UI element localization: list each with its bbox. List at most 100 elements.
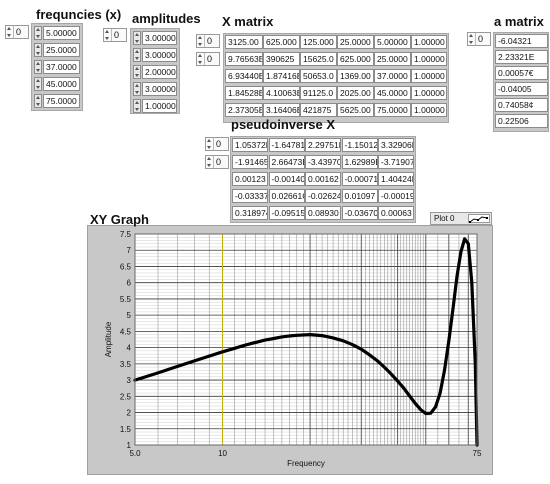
x-matrix-cell[interactable]: 91125.0 [300, 86, 337, 100]
x-matrix-cell[interactable]: 15625.0 [300, 52, 337, 66]
amplitude-element[interactable]: 3.00000 [142, 48, 177, 62]
x-matrix-cell[interactable]: 390625 [263, 52, 300, 66]
a-matrix-cell[interactable]: 0.74058¢ [495, 98, 548, 112]
pseudoinverse-row-index[interactable]: 0 [205, 137, 229, 151]
pseudoinverse-cell[interactable]: 0.08930 [305, 206, 341, 220]
x-matrix-col-index[interactable]: 0 [196, 52, 220, 66]
index-spinner-icon[interactable] [6, 26, 14, 38]
pseudoinverse-cell[interactable]: 2.29751E [305, 138, 341, 152]
frequency-element-spinner-icon[interactable] [34, 60, 42, 74]
pseudoinverse-cell[interactable]: -1.15012 [341, 138, 378, 152]
x-matrix-cell[interactable]: 1.87416E [263, 69, 300, 83]
frequency-element-spinner-icon[interactable] [34, 43, 42, 57]
data-point [176, 365, 179, 368]
amplitude-element[interactable]: 1.00000 [142, 99, 177, 113]
x-matrix-cell[interactable]: 421875 [300, 103, 337, 117]
pseudoinverse-cell[interactable]: 0.00162 [305, 172, 341, 186]
amplitudes-index-control[interactable]: 0 [103, 28, 127, 42]
pseudoinverse-cell[interactable]: -1.91465 [232, 155, 268, 169]
plot-legend[interactable]: Plot 0 [430, 212, 492, 225]
x-matrix-cell[interactable]: 75.0000 [374, 103, 411, 117]
index-spinner-icon[interactable] [104, 29, 112, 41]
x-matrix-cell[interactable]: 4.10063E [263, 86, 300, 100]
index-spinner-icon[interactable] [468, 33, 476, 45]
pseudoinverse-cell[interactable]: -3.43970 [305, 155, 341, 169]
x-matrix-cell[interactable]: 5625.00 [337, 103, 374, 117]
pseudoinverse-cell[interactable]: 0.318974 [232, 206, 268, 220]
x-matrix-cell[interactable]: 1.00000 [411, 35, 447, 49]
pseudoinverse-cell[interactable]: -0.02624 [305, 189, 341, 203]
pseudoinverse-col-index[interactable]: 0 [205, 155, 229, 169]
pseudoinverse-cell[interactable]: -1.64781 [268, 138, 305, 152]
frequency-element-spinner-icon[interactable] [34, 77, 42, 91]
x-matrix-cell[interactable]: 2.37305E [225, 103, 263, 117]
x-matrix-cell[interactable]: 5.00000 [374, 35, 411, 49]
index-spinner-icon[interactable] [206, 156, 214, 168]
x-matrix-cell[interactable]: 1369.00 [337, 69, 374, 83]
pseudoinverse-cell[interactable]: -0.00019 [378, 189, 414, 203]
pseudoinverse-cell[interactable]: -0.00071 [341, 172, 378, 186]
pseudoinverse-cell[interactable]: 1.40424E [378, 172, 414, 186]
index-spinner-icon[interactable] [197, 53, 205, 65]
pseudoinverse-cell[interactable]: 0.01097 [341, 189, 378, 203]
x-matrix-cell[interactable]: 1.00000 [411, 103, 447, 117]
x-matrix-cell[interactable]: 625.000 [337, 52, 374, 66]
pseudoinverse-cell[interactable]: 3.32906E [378, 138, 414, 152]
amplitude-element-spinner-icon[interactable] [133, 31, 141, 45]
plot-style-swatch-icon[interactable] [468, 214, 490, 223]
frequency-element[interactable]: 25.0000 [43, 43, 80, 57]
amplitude-element-spinner-icon[interactable] [133, 99, 141, 113]
frequencies-index-control[interactable]: 0 [5, 25, 29, 39]
x-matrix-cell[interactable]: 125.000 [300, 35, 337, 49]
frequency-element-spinner-icon[interactable] [34, 94, 42, 108]
x-matrix-cell[interactable]: 25.0000 [374, 52, 411, 66]
pseudoinverse-cell[interactable]: 2.66473E [268, 155, 305, 169]
frequency-element[interactable]: 37.0000 [43, 60, 80, 74]
a-matrix-cell[interactable]: -0.04005 [495, 82, 548, 96]
xy-graph-chart[interactable]: 1 1.5 2 2.5 3 3.5 4 4.5 5 5.5 6 6.5 7 7.5 5.0 10 75 Frequ… [87, 225, 493, 475]
frequency-element-spinner-icon[interactable] [34, 26, 42, 40]
x-matrix-cell[interactable]: 3.16406E [263, 103, 300, 117]
x-matrix-cell[interactable]: 1.00000 [411, 86, 447, 100]
pseudoinverse-cell[interactable]: 1.05372E [232, 138, 268, 152]
pseudoinverse-cell[interactable]: 0.00063 [378, 206, 414, 220]
index-spinner-icon[interactable] [197, 35, 205, 47]
pseudoinverse-cell[interactable]: -0.03670 [341, 206, 378, 220]
amplitude-element-spinner-icon[interactable] [133, 65, 141, 79]
x-matrix-cell[interactable]: 1.00000 [411, 52, 447, 66]
index-spinner-icon[interactable] [206, 138, 214, 150]
a-matrix-cell[interactable]: 2.23321E [495, 50, 548, 64]
x-matrix-cell[interactable]: 1.00000 [411, 69, 447, 83]
x-matrix-cell[interactable]: 45.0000 [374, 86, 411, 100]
a-matrix-cell[interactable]: -6.04321 [495, 34, 548, 48]
x-matrix-cell[interactable]: 9.76563E [225, 52, 263, 66]
frequency-element[interactable]: 75.0000 [43, 94, 80, 108]
x-matrix-cell[interactable]: 2025.00 [337, 86, 374, 100]
amplitude-element[interactable]: 3.00000 [142, 82, 177, 96]
a-matrix-cell[interactable]: 0.00057€ [495, 66, 548, 80]
pseudoinverse-cell[interactable]: -3.71907 [378, 155, 414, 169]
amplitude-element[interactable]: 2.00000 [142, 65, 177, 79]
amplitude-element-spinner-icon[interactable] [133, 82, 141, 96]
y-tick-label: 4 [127, 344, 132, 353]
a-matrix-index-control[interactable]: 0 [467, 32, 491, 46]
amplitude-element-spinner-icon[interactable] [133, 48, 141, 62]
pseudoinverse-cell[interactable]: 1.62989E [341, 155, 378, 169]
x-matrix-cell[interactable]: 37.0000 [374, 69, 411, 83]
amplitude-element[interactable]: 3.00000 [142, 31, 177, 45]
pseudoinverse-cell[interactable]: 0.00123 [232, 172, 268, 186]
x-matrix-cell[interactable]: 25.0000 [337, 35, 374, 49]
pseudoinverse-cell[interactable]: -0.03337 [232, 189, 268, 203]
pseudoinverse-cell[interactable]: -0.00140 [268, 172, 305, 186]
pseudoinverse-cell[interactable]: 0.02661C [268, 189, 305, 203]
pseudoinverse-cell[interactable]: -0.09515 [268, 206, 305, 220]
a-matrix-cell[interactable]: 0.22506 [495, 114, 548, 128]
x-matrix-row-index[interactable]: 0 [196, 34, 220, 48]
x-matrix-cell[interactable]: 3125.00 [225, 35, 263, 49]
frequency-element[interactable]: 45.0000 [43, 77, 80, 91]
x-matrix-cell[interactable]: 6.93440E [225, 69, 263, 83]
frequency-element[interactable]: 5.00000 [43, 26, 80, 40]
x-matrix-cell[interactable]: 1.84528E [225, 86, 263, 100]
x-matrix-cell[interactable]: 625.000 [263, 35, 300, 49]
x-matrix-cell[interactable]: 50653.0 [300, 69, 337, 83]
